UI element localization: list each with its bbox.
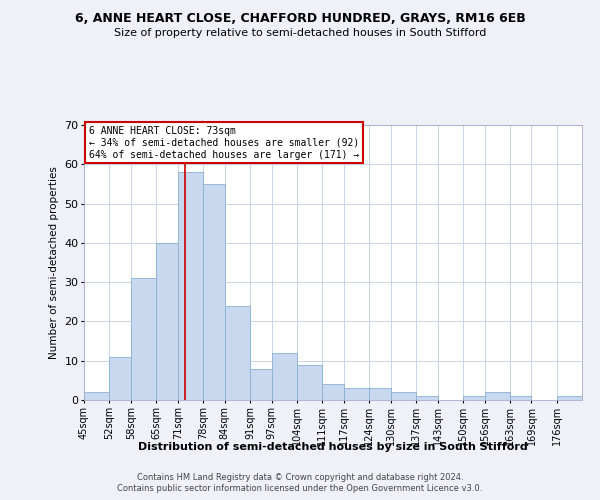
Bar [225,306,250,400]
Bar [131,278,156,400]
Bar [485,392,510,400]
Bar [391,392,416,400]
Text: Contains public sector information licensed under the Open Government Licence v3: Contains public sector information licen… [118,484,482,493]
Bar [178,172,203,400]
Bar [297,364,322,400]
Bar [203,184,225,400]
Text: Distribution of semi-detached houses by size in South Stifford: Distribution of semi-detached houses by … [138,442,528,452]
Bar [250,368,272,400]
Bar [510,396,532,400]
Bar [109,357,131,400]
Bar [156,243,178,400]
Text: Contains HM Land Registry data © Crown copyright and database right 2024.: Contains HM Land Registry data © Crown c… [137,472,463,482]
Bar [463,396,485,400]
Y-axis label: Number of semi-detached properties: Number of semi-detached properties [49,166,59,359]
Text: 6, ANNE HEART CLOSE, CHAFFORD HUNDRED, GRAYS, RM16 6EB: 6, ANNE HEART CLOSE, CHAFFORD HUNDRED, G… [74,12,526,26]
Bar [369,388,391,400]
Bar [416,396,437,400]
Text: 6 ANNE HEART CLOSE: 73sqm
← 34% of semi-detached houses are smaller (92)
64% of : 6 ANNE HEART CLOSE: 73sqm ← 34% of semi-… [89,126,359,160]
Bar [84,392,109,400]
Text: Size of property relative to semi-detached houses in South Stifford: Size of property relative to semi-detach… [114,28,486,38]
Bar [557,396,582,400]
Bar [322,384,344,400]
Bar [344,388,369,400]
Bar [272,353,297,400]
